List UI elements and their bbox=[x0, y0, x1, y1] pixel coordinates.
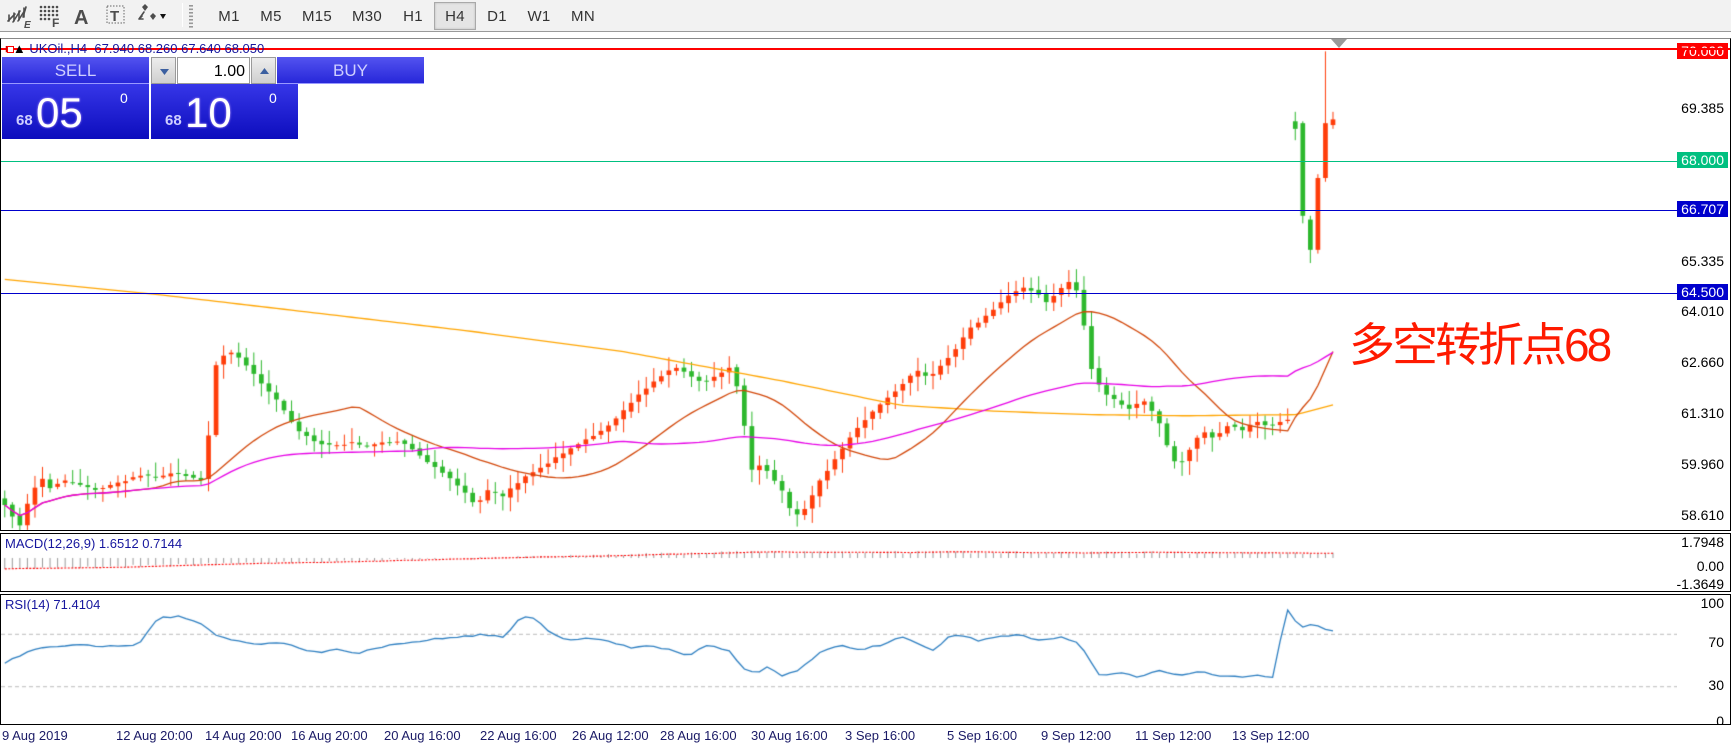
svg-text:F: F bbox=[52, 16, 59, 30]
svg-text:T: T bbox=[110, 8, 119, 25]
svg-text:A: A bbox=[74, 7, 88, 29]
svg-text:E: E bbox=[24, 20, 31, 30]
